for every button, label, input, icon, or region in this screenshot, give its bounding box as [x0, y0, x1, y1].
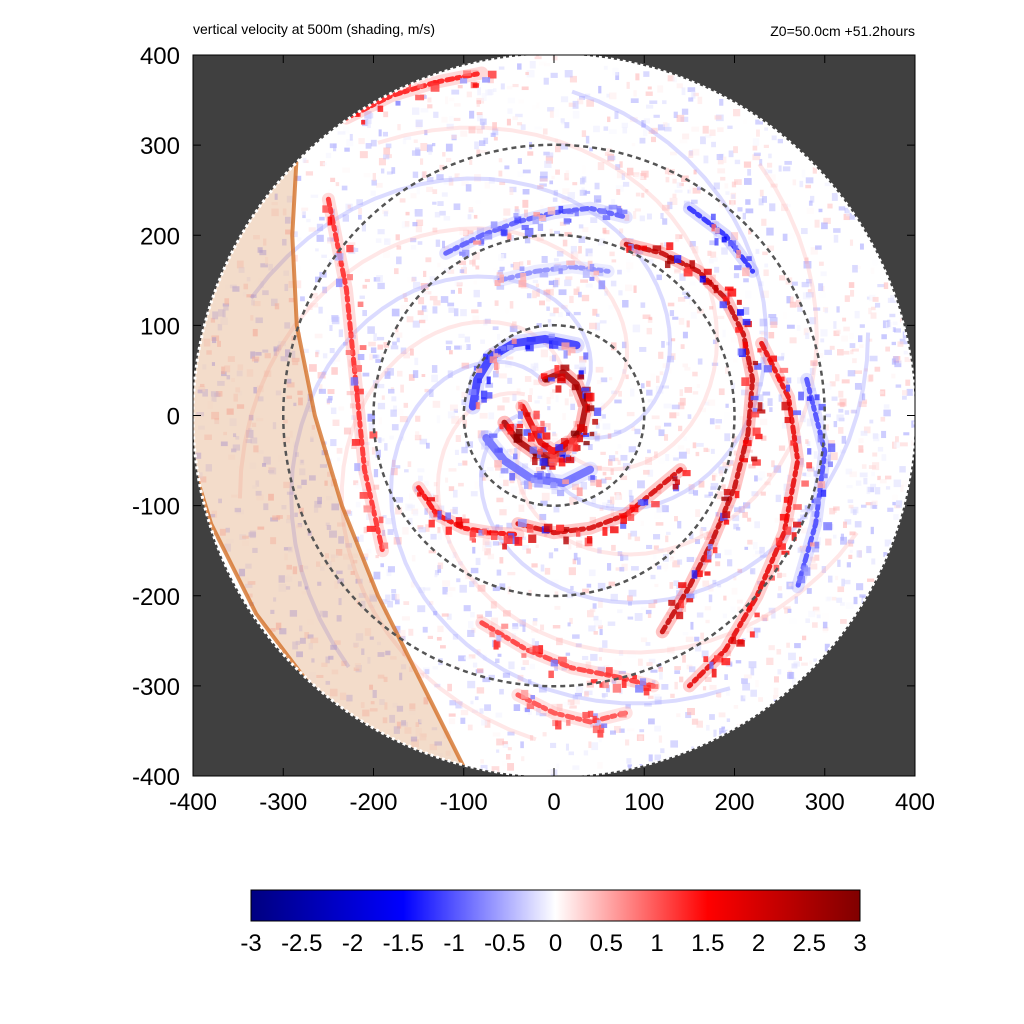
- x-tick-label: 300: [805, 789, 845, 816]
- range-rings: [282, 143, 826, 688]
- x-tick-label: 0: [547, 789, 560, 816]
- colorbar-tick-label: -0.5: [484, 930, 525, 957]
- feature-rainband: [493, 260, 615, 290]
- y-tick-label: 0: [167, 404, 180, 431]
- x-tick-label: -400: [169, 789, 217, 816]
- feature-rainband: [511, 688, 633, 738]
- y-tick-label: 100: [140, 313, 180, 340]
- feature-rainband: [439, 201, 633, 260]
- x-tick-label: 100: [624, 789, 664, 816]
- plot-area: [193, 55, 915, 776]
- colorbar-tick-label: -2: [342, 930, 363, 957]
- colorbar-gradient: [250, 889, 861, 922]
- x-tick-label: 200: [714, 789, 754, 816]
- feature-rainband: [791, 372, 836, 594]
- feature-rainband: [475, 616, 660, 696]
- colorbar-tick-label: -2.5: [281, 930, 322, 957]
- feature-inner-band: [478, 430, 602, 497]
- colorbar: -3 -2.5 -2 -1.5 -1 -0.5 0 0.5 1 1.5 2 2.5 3: [240, 889, 867, 957]
- colorbar-tick-label: 2.5: [793, 930, 826, 957]
- colorbar-tick-label: -3: [240, 930, 261, 957]
- feature-rainband: [619, 237, 766, 639]
- range-ring-300: [282, 143, 826, 688]
- y-tick-label: 400: [140, 43, 180, 70]
- chart-title: vertical velocity at 500m (shading, m/s): [193, 21, 435, 37]
- y-tick-label: -400: [132, 764, 180, 791]
- velocity-field: [195, 55, 915, 776]
- feature-rainband: [511, 463, 691, 547]
- colorbar-tick-label: -1: [443, 930, 464, 957]
- colorbar-tick-label: 2: [752, 930, 765, 957]
- colorbar-tick-label: 0: [549, 930, 562, 957]
- y-tick-label: 200: [140, 223, 180, 250]
- colorbar-tick-labels: -3 -2.5 -2 -1.5 -1 -0.5 0 0.5 1 1.5 2 2.5 3: [240, 930, 866, 957]
- colorbar-tick-label: -1.5: [383, 930, 424, 957]
- chart-subtitle: Z0=50.0cm +51.2hours: [770, 23, 915, 39]
- y-tick-label: -200: [132, 584, 180, 611]
- range-ring-100: [462, 324, 646, 507]
- feature-rainband: [321, 192, 389, 558]
- feature-eyewall: [515, 399, 579, 467]
- x-tick-label: -300: [259, 789, 307, 816]
- range-ring-200: [372, 233, 736, 598]
- x-tick-label: -100: [440, 789, 488, 816]
- colorbar-tick-label: 3: [853, 930, 866, 957]
- y-tick-label: -100: [132, 494, 180, 521]
- axis-ticks: -400 -300 -200 -100 0 100 200 300 400 400 300 200 10…: [132, 43, 935, 816]
- x-tick-label: -200: [349, 789, 397, 816]
- shaded-band-inner-edge: [290, 154, 471, 776]
- colorbar-tick-label: 1.5: [691, 930, 724, 957]
- colorbar-tick-label: 1: [650, 930, 663, 957]
- feature-rainband: [412, 481, 525, 550]
- x-tick-label: 400: [895, 789, 935, 816]
- feature-rainband: [682, 201, 760, 278]
- y-tick-label: -300: [132, 674, 180, 701]
- colorbar-tick-label: 0.5: [590, 930, 623, 957]
- y-tick-label: 300: [140, 133, 180, 160]
- feature-inner-band: [464, 330, 589, 415]
